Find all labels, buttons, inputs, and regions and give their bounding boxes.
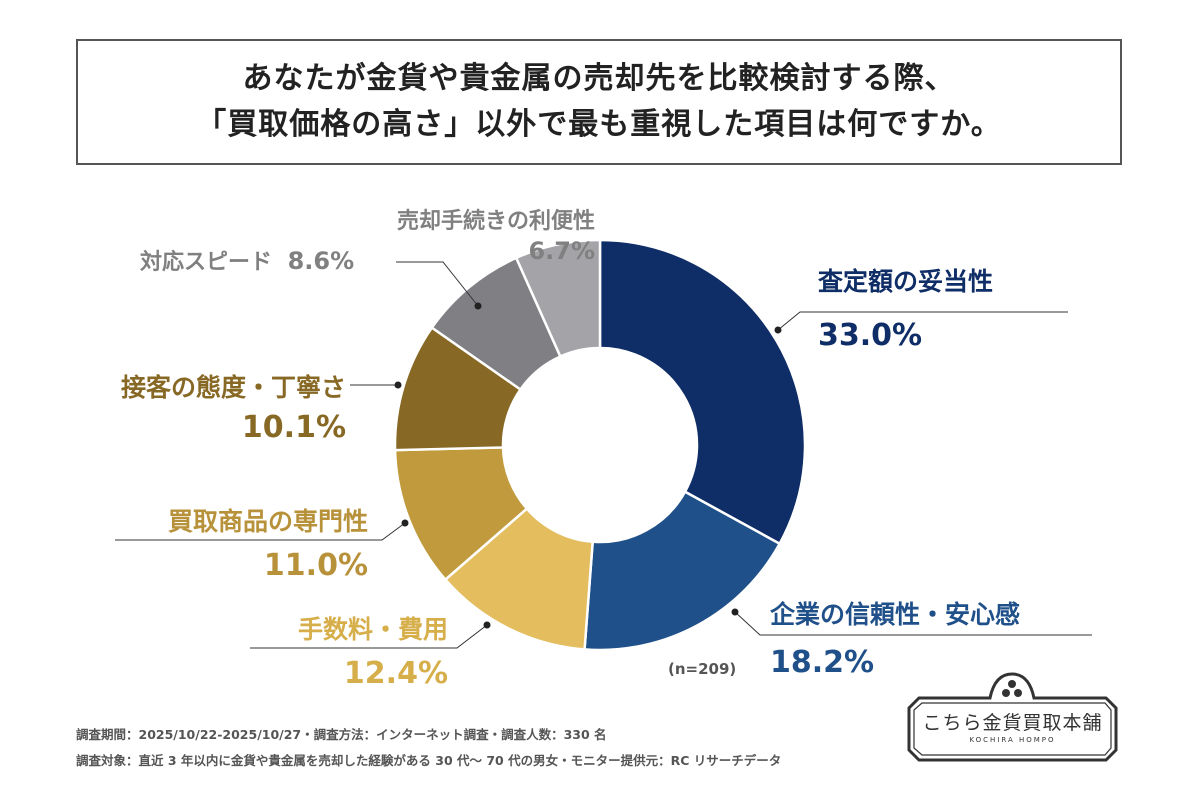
title-line-2: 「買取価格の高さ」以外で最も重視した項目は何ですか。 — [196, 107, 1002, 142]
brand-logo: こちら金貨買取本舗 KOCHIRA HOMPO — [905, 670, 1120, 762]
leader-dot-5 — [474, 302, 482, 310]
label-value: 8.6% — [287, 247, 355, 275]
label-benri: 売却手続きの利便性 6.7% — [340, 203, 595, 265]
footer-survey-target: 調査対象：直近 3 年以内に金貨や貴金属を売却した経験がある 30 代～ 70 … — [76, 753, 782, 768]
label-name: 売却手続きの利便性 — [396, 209, 595, 234]
leader-dot-3 — [401, 519, 409, 527]
donut-slice-1 — [583, 490, 782, 652]
logo-name: こちら金貨買取本舗 — [922, 712, 1103, 734]
label-name: 接客の態度・丁寧さ — [120, 373, 346, 402]
label-value: 10.1% — [241, 410, 346, 445]
leader-line-1 — [734, 611, 1092, 636]
label-value: 6.7% — [528, 237, 595, 265]
leader-dot-4 — [394, 381, 402, 389]
label-speed: 対応スピード 8.6% — [140, 244, 354, 276]
label-name: 査定額の妥当性 — [818, 267, 994, 296]
label-tesuryo: 手数料・費用 12.4% — [258, 610, 448, 691]
title-box: あなたが金貨や貴金属の売却先を比較検討する際、 「買取価格の高さ」以外で最も重視… — [76, 39, 1122, 165]
leader-dot-1 — [731, 608, 739, 616]
donut-slice-6 — [514, 238, 602, 359]
leader-dot-2 — [483, 621, 491, 629]
label-value: 33.0% — [818, 318, 923, 353]
label-sekkyaku: 接客の態度・丁寧さ 10.1% — [60, 368, 346, 445]
logo-subtitle: KOCHIRA HOMPO — [969, 736, 1056, 744]
footer-survey-period: 調査期間：2025/10/22-2025/10/27・調査方法：インターネット調… — [76, 727, 607, 742]
leader-dot-0 — [774, 326, 782, 334]
label-value: 11.0% — [263, 548, 368, 583]
title-line-1: あなたが金貨や貴金属の売却先を比較検討する際、 — [242, 61, 956, 96]
leader-line-2 — [250, 624, 488, 649]
sample-size-note: (n=209) — [668, 660, 737, 678]
label-name: 企業の信頼性・安心感 — [770, 600, 1021, 629]
leader-line-5 — [396, 261, 479, 307]
donut-slice-0 — [598, 238, 807, 546]
leader-line-0 — [777, 311, 1068, 331]
leader-line-3 — [115, 522, 406, 541]
label-name: 手数料・費用 — [297, 615, 448, 644]
logo-frame-icon — [907, 672, 1118, 762]
label-name: 対応スピード — [140, 250, 273, 275]
label-value: 18.2% — [770, 645, 875, 680]
label-senmon: 買取商品の専門性 11.0% — [118, 502, 368, 583]
label-satei: 査定額の妥当性 33.0% — [818, 262, 993, 353]
label-shinrai: 企業の信頼性・安心感 18.2% — [770, 595, 1020, 680]
label-name: 買取商品の専門性 — [167, 507, 368, 536]
label-value: 12.4% — [343, 656, 448, 691]
